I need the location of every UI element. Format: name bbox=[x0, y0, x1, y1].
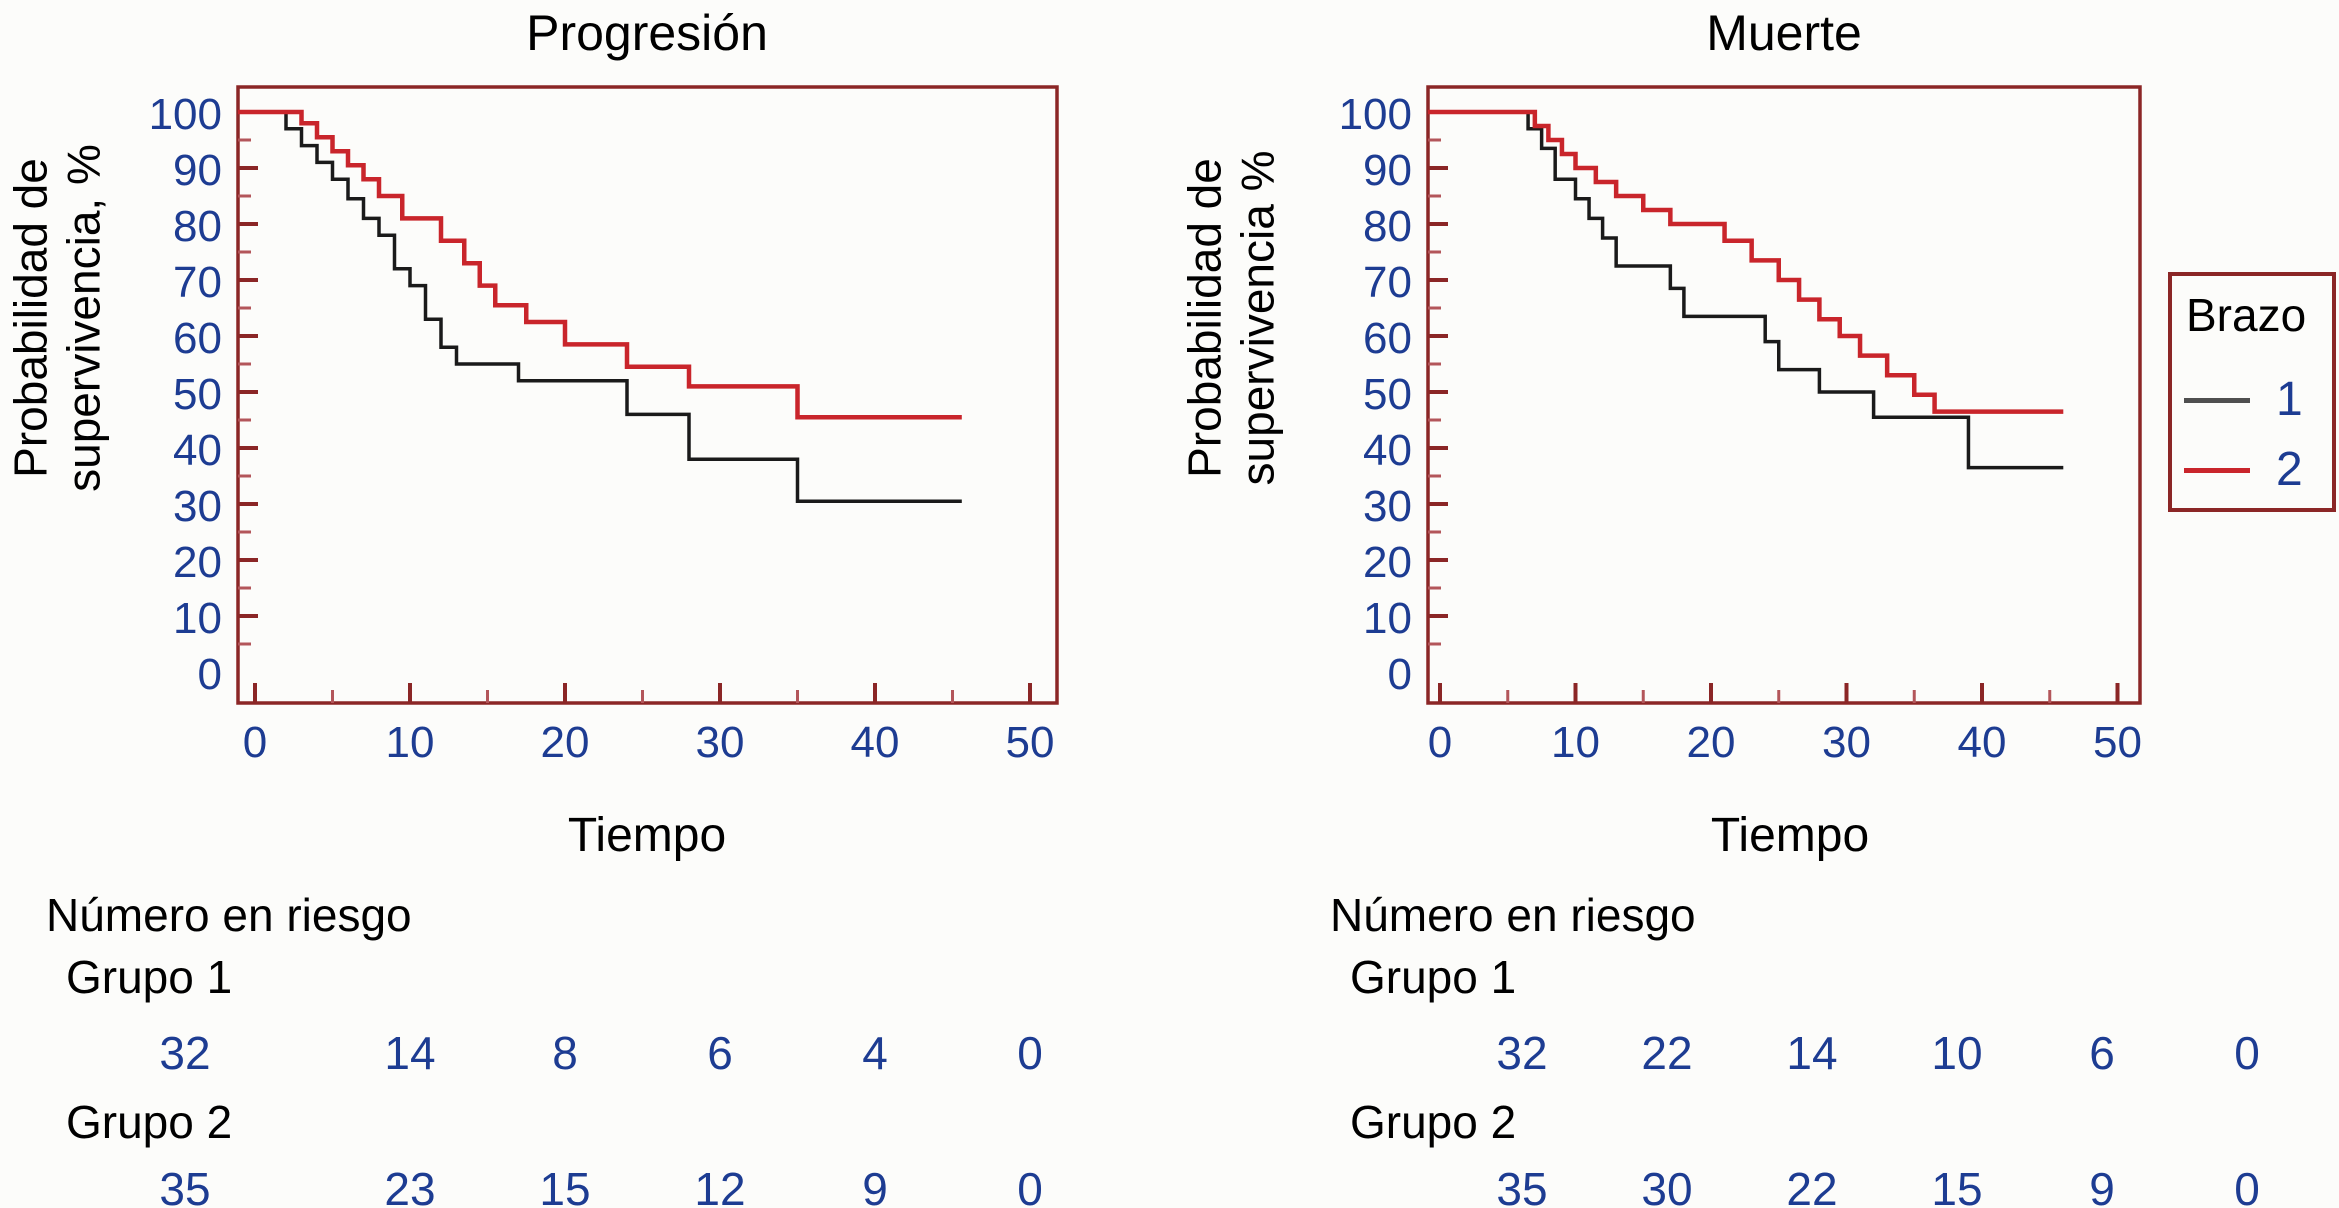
y-tick-label: 100 bbox=[1338, 90, 1412, 139]
left-y-axis-label-line1: Probabilidad de bbox=[4, 158, 57, 478]
risk-count-value: 30 bbox=[1641, 1163, 1693, 1208]
risk-count-value: 6 bbox=[2089, 1027, 2115, 1079]
left-chart-title: Progresión bbox=[526, 5, 768, 61]
y-tick-label: 100 bbox=[148, 90, 222, 139]
y-tick-label: 80 bbox=[1363, 202, 1412, 251]
risk-count-value: 15 bbox=[1931, 1163, 1983, 1208]
right-chart-title: Muerte bbox=[1706, 5, 1862, 61]
x-tick-label: 20 bbox=[540, 718, 590, 767]
x-tick-label: 40 bbox=[1957, 718, 2007, 767]
risk-count-value: 8 bbox=[552, 1027, 578, 1079]
right-risk-table-title: Número en riesgo bbox=[1330, 889, 1696, 941]
y-tick-label: 40 bbox=[1363, 426, 1412, 475]
y-tick-label: 90 bbox=[173, 146, 222, 195]
x-tick-label: 10 bbox=[1551, 718, 1600, 767]
risk-count-value: 9 bbox=[862, 1163, 888, 1208]
plot-frame bbox=[236, 85, 1059, 705]
y-tick-label: 70 bbox=[173, 258, 222, 307]
risk-count-value: 22 bbox=[1786, 1163, 1838, 1208]
risk-count-value: 0 bbox=[2234, 1027, 2260, 1079]
risk-count-value: 14 bbox=[384, 1027, 436, 1079]
risk-count-value: 12 bbox=[694, 1163, 746, 1208]
risk-count-value: 35 bbox=[1496, 1163, 1548, 1208]
km-curve-brazo-1 bbox=[238, 110, 962, 503]
km-curve-brazo-2 bbox=[1428, 109, 2064, 414]
y-tick-label: 20 bbox=[173, 538, 222, 587]
x-tick-label: 30 bbox=[1822, 718, 1871, 767]
risk-count-value: 32 bbox=[159, 1027, 211, 1079]
y-tick-label: 50 bbox=[1363, 370, 1412, 419]
legend-title: Brazo bbox=[2186, 289, 2307, 341]
right-y-axis-label-line1: Probabilidad de bbox=[1178, 158, 1231, 478]
risk-count-value: 10 bbox=[1931, 1027, 1983, 1079]
right-risk-group-1-label: Grupo 1 bbox=[1350, 951, 1517, 1003]
y-tick-label: 40 bbox=[173, 426, 222, 475]
x-tick-label: 50 bbox=[1005, 718, 1055, 767]
x-tick-label: 10 bbox=[385, 718, 435, 767]
y-tick-label: 90 bbox=[1363, 146, 1412, 195]
x-tick-label: 20 bbox=[1686, 718, 1736, 767]
y-tick-label: 30 bbox=[173, 482, 222, 531]
risk-count-value: 6 bbox=[707, 1027, 733, 1079]
left-risk-group-1-label: Grupo 1 bbox=[66, 951, 233, 1003]
km-curve-brazo-1 bbox=[1428, 110, 2064, 470]
y-tick-label: 10 bbox=[173, 594, 222, 643]
risk-count-value: 0 bbox=[2234, 1163, 2260, 1208]
y-tick-label: 60 bbox=[1363, 314, 1412, 363]
legend-entry-1: 1 bbox=[2172, 372, 2332, 428]
right-y-axis-label-line2: supervivencia % bbox=[1232, 150, 1284, 486]
left-x-axis-label: Tiempo bbox=[567, 809, 727, 862]
legend-entry-2: 2 bbox=[2172, 442, 2332, 498]
km-curve-brazo-2 bbox=[238, 109, 962, 420]
x-tick-label: 0 bbox=[1427, 718, 1453, 767]
x-tick-label: 40 bbox=[850, 718, 900, 767]
risk-count-value: 0 bbox=[1017, 1163, 1043, 1208]
legend: Brazo 1 2 bbox=[2168, 272, 2336, 512]
risk-count-value: 9 bbox=[2089, 1163, 2115, 1208]
legend-line-icon bbox=[2184, 398, 2250, 403]
plot-frame bbox=[1426, 85, 2142, 705]
risk-count-value: 23 bbox=[384, 1163, 436, 1208]
x-tick-label: 50 bbox=[2093, 718, 2142, 767]
x-tick-label: 30 bbox=[695, 718, 745, 767]
x-tick-label: 0 bbox=[242, 718, 268, 767]
y-tick-label: 20 bbox=[1363, 538, 1412, 587]
risk-count-value: 32 bbox=[1496, 1027, 1548, 1079]
y-tick-label: 30 bbox=[1363, 482, 1412, 531]
legend-entry-1-label: 1 bbox=[2276, 373, 2303, 426]
risk-count-value: 0 bbox=[1017, 1027, 1043, 1079]
risk-count-value: 22 bbox=[1641, 1027, 1693, 1079]
legend-entry-2-label: 2 bbox=[2276, 443, 2303, 496]
y-tick-label: 70 bbox=[1363, 258, 1412, 307]
legend-line-icon bbox=[2184, 468, 2250, 473]
left-risk-table-title: Número en riesgo bbox=[46, 889, 412, 941]
right-risk-group-2-label: Grupo 2 bbox=[1350, 1096, 1517, 1148]
right-x-axis-label: Tiempo bbox=[1710, 809, 1870, 862]
y-tick-label: 10 bbox=[1363, 594, 1412, 643]
risk-count-value: 35 bbox=[159, 1163, 211, 1208]
y-tick-label: 50 bbox=[173, 370, 222, 419]
risk-count-value: 15 bbox=[539, 1163, 591, 1208]
y-tick-label: 0 bbox=[197, 650, 222, 699]
risk-count-value: 4 bbox=[862, 1027, 888, 1079]
y-tick-label: 60 bbox=[173, 314, 222, 363]
y-tick-label: 80 bbox=[173, 202, 222, 251]
left-risk-group-2-label: Grupo 2 bbox=[66, 1096, 233, 1148]
y-tick-label: 0 bbox=[1387, 650, 1412, 699]
risk-count-value: 14 bbox=[1786, 1027, 1838, 1079]
right-y-axis-label: Probabilidad de supervivencia % bbox=[1179, 18, 1286, 618]
